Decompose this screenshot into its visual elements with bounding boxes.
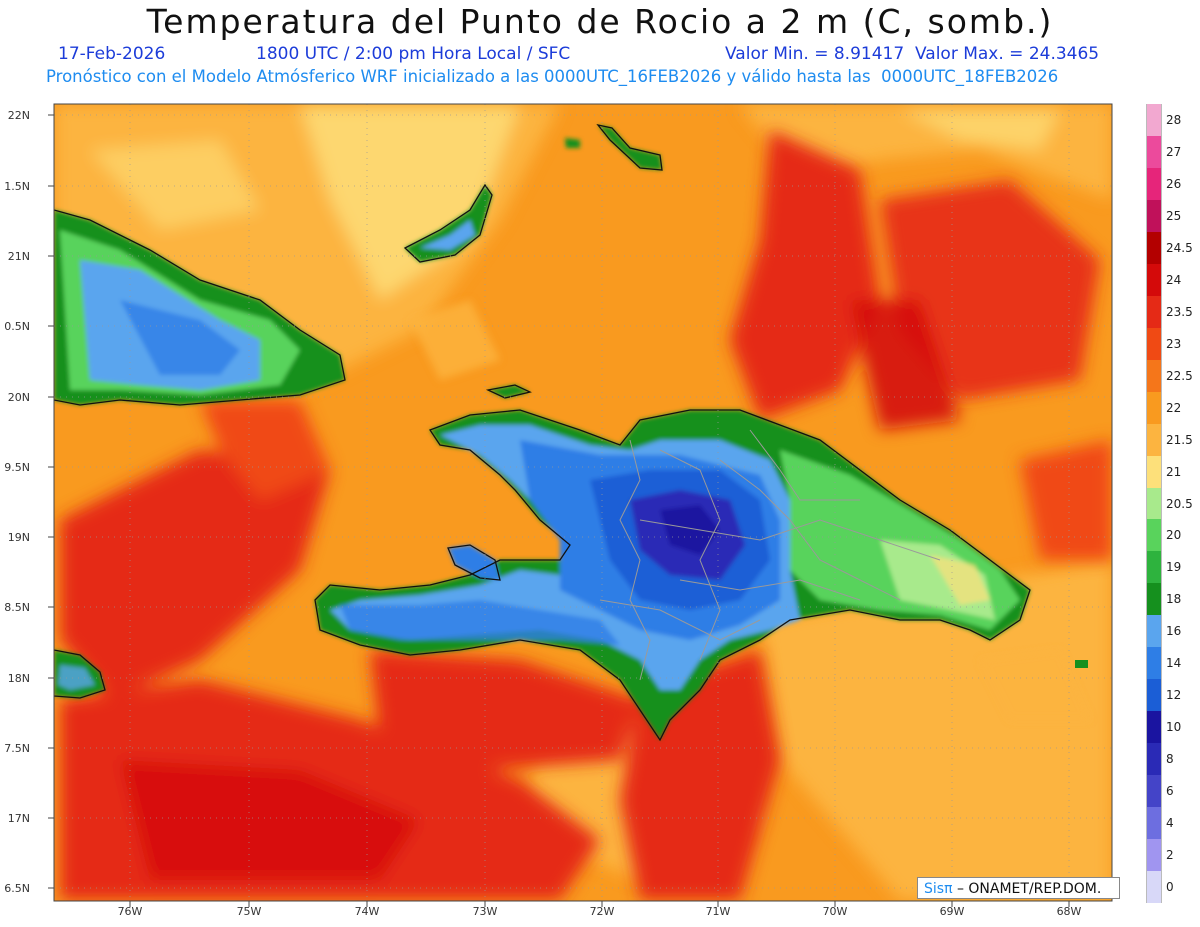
colorbar-label: 20 <box>1166 528 1182 543</box>
lat-label: 1.5N <box>4 180 30 193</box>
colorbar-label: 27 <box>1166 144 1182 159</box>
lon-label: 75W <box>236 905 262 918</box>
colorbar-swatch <box>1146 199 1162 232</box>
lat-label: 8.5N <box>4 601 30 614</box>
colorbar-label: 22 <box>1166 400 1182 415</box>
credit-box: Sisπ – ONAMET/REP.DOM. <box>917 877 1120 899</box>
colorbar-label: 23.5 <box>1166 304 1193 319</box>
lat-label: 19N <box>7 531 30 544</box>
colorbar-label: 24.5 <box>1166 240 1193 255</box>
colorbar-label: 19 <box>1166 560 1182 575</box>
colorbar-label: 20.5 <box>1166 496 1193 511</box>
colorbar-swatch <box>1146 295 1162 328</box>
credit-text: – ONAMET/REP.DOM. <box>956 881 1102 897</box>
lat-label: 9.5N <box>4 461 30 474</box>
colorbar-label: 26 <box>1166 176 1182 191</box>
colorbar-swatch <box>1146 743 1162 776</box>
lon-label: 73W <box>472 905 498 918</box>
colorbar-label: 10 <box>1166 720 1182 735</box>
map-title: Temperatura del Punto de Rocio a 2 m (C,… <box>146 2 1054 41</box>
model-info: Pronóstico con el Modelo Atmósferico WRF… <box>46 67 1059 86</box>
colorbar-swatch <box>1146 615 1162 648</box>
colorbar-swatch <box>1146 391 1162 424</box>
colorbar-swatch <box>1146 775 1162 808</box>
forecast-date: 17-Feb-2026 <box>58 44 166 64</box>
lon-label: 69W <box>939 905 965 918</box>
lon-label: 68W <box>1056 905 1082 918</box>
colorbar-swatch <box>1146 263 1162 296</box>
colorbar-label: 24 <box>1166 272 1182 287</box>
colorbar-label: 21 <box>1166 464 1182 479</box>
colorbar-swatch <box>1146 551 1162 584</box>
colorbar-label: 25 <box>1166 208 1182 223</box>
lat-label: 6.5N <box>4 882 30 895</box>
sispi-logo: Sisπ <box>924 881 953 897</box>
colorbar-swatch <box>1146 519 1162 552</box>
lon-label: 70W <box>822 905 848 918</box>
lat-label: 21N <box>7 250 30 263</box>
lon-label: 72W <box>589 905 615 918</box>
value-min-max: Valor Min. = 8.91417 Valor Max. = 24.346… <box>725 44 1100 64</box>
colorbar-label: 4 <box>1166 816 1174 831</box>
map-frame <box>53 103 1113 902</box>
colorbar-swatch <box>1146 807 1162 840</box>
colorbar-label: 23 <box>1166 336 1182 351</box>
colorbar-label: 0 <box>1166 880 1174 895</box>
colorbar-swatch <box>1146 711 1162 744</box>
colorbar-swatch <box>1146 487 1162 520</box>
colorbar-label: 21.5 <box>1166 432 1193 447</box>
colorbar-swatch <box>1146 231 1162 264</box>
lat-label: 7.5N <box>4 742 30 755</box>
lat-label: 18N <box>7 672 30 685</box>
colorbar-label: 14 <box>1166 656 1182 671</box>
colorbar-label: 16 <box>1166 624 1182 639</box>
colorbar-swatch <box>1146 647 1162 680</box>
colorbar-swatch <box>1146 327 1162 360</box>
lon-label: 74W <box>354 905 380 918</box>
colorbar-label: 12 <box>1166 688 1182 703</box>
colorbar-label: 8 <box>1166 752 1174 767</box>
colorbar-label: 2 <box>1166 848 1174 863</box>
lon-label: 71W <box>705 905 731 918</box>
colorbar-label: 6 <box>1166 784 1174 799</box>
forecast-time: 1800 UTC / 2:00 pm Hora Local / SFC <box>256 44 571 64</box>
colorbar-label: 18 <box>1166 592 1182 607</box>
colorbar-swatch <box>1146 455 1162 488</box>
lat-label: 17N <box>7 812 30 825</box>
colorbar-swatch <box>1146 167 1162 200</box>
colorbar-swatch <box>1146 423 1162 456</box>
colorbar-swatch <box>1146 359 1162 392</box>
shaded-field <box>54 104 1112 901</box>
lat-label: 0.5N <box>4 320 30 333</box>
colorbar-swatch <box>1146 135 1162 168</box>
lon-label: 76W <box>117 905 143 918</box>
colorbar-label: 28 <box>1166 112 1182 127</box>
colorbar-swatch <box>1146 104 1162 136</box>
colorbar-swatch <box>1146 839 1162 872</box>
colorbar-swatch <box>1146 583 1162 616</box>
lat-label: 22N <box>7 109 30 122</box>
lat-label: 20N <box>7 391 30 404</box>
colorbar-swatch <box>1146 871 1162 904</box>
colorbar-label: 22.5 <box>1166 368 1193 383</box>
colorbar-swatch <box>1146 679 1162 712</box>
